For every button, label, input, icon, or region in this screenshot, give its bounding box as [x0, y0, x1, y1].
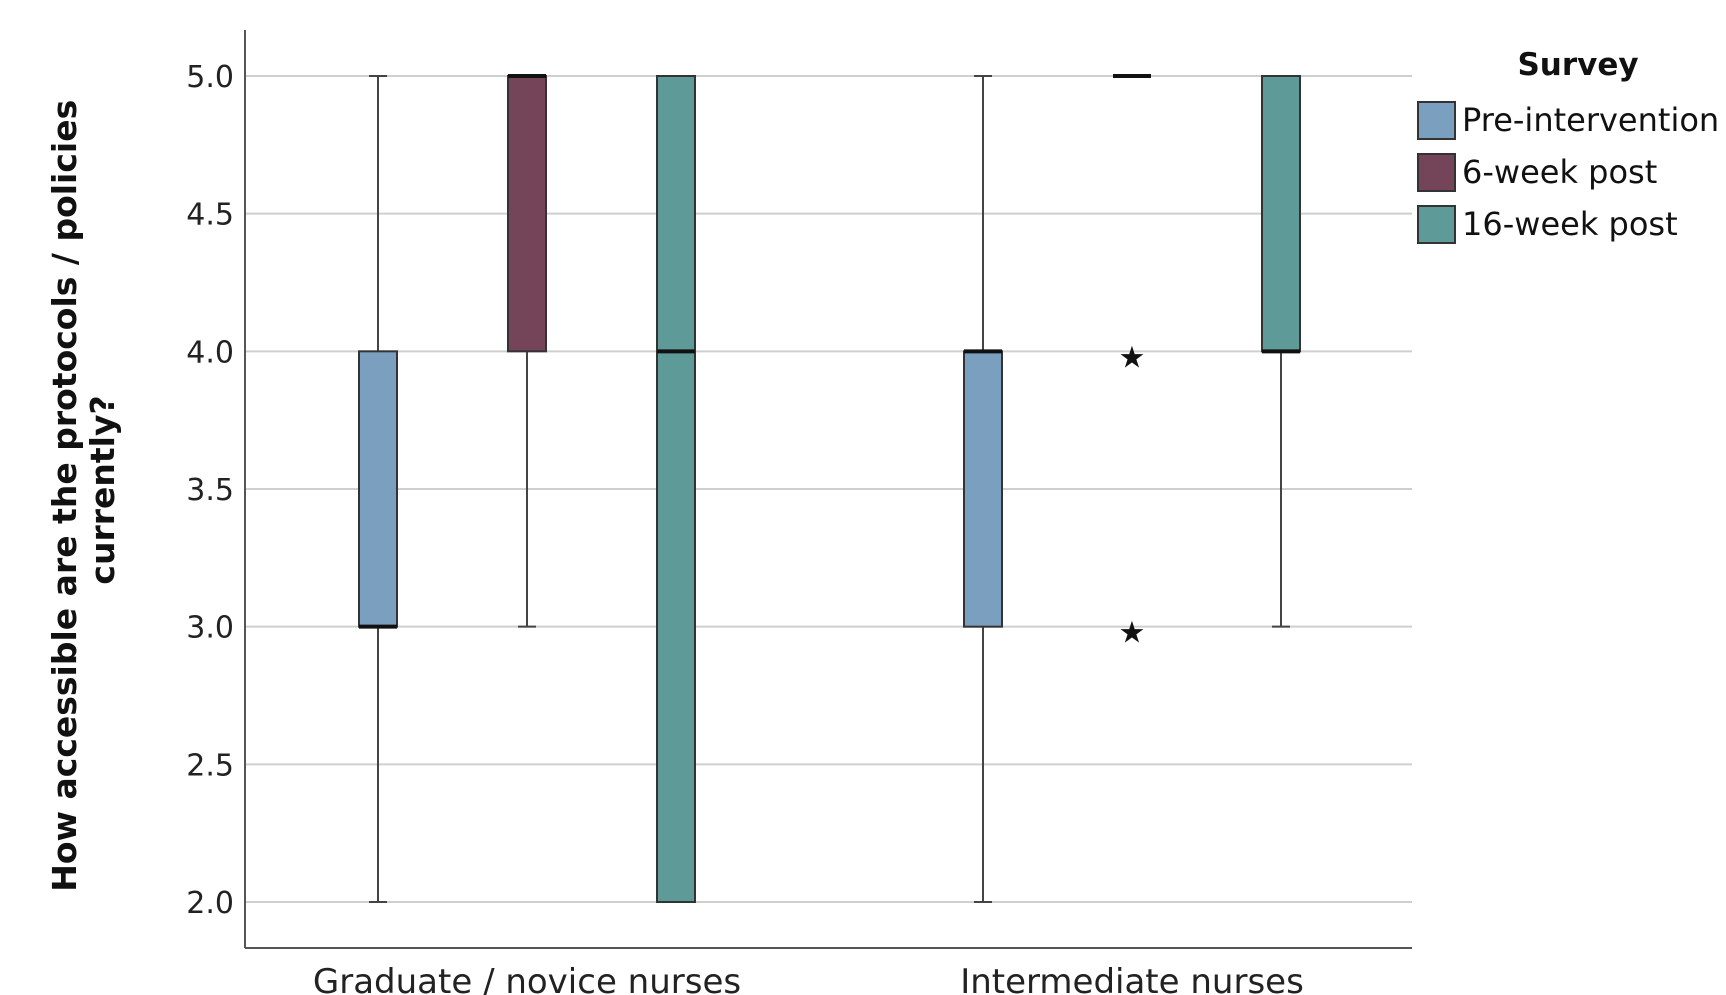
box-1-1: ★★	[1113, 74, 1151, 651]
y-tick-label: 3.5	[186, 473, 234, 508]
outlier-marker: ★	[1119, 340, 1146, 375]
legend-label: 6-week post	[1462, 153, 1657, 191]
legend-swatch	[1417, 205, 1456, 244]
y-tick-label: 5.0	[186, 60, 234, 95]
box-rect	[507, 75, 547, 353]
legend-label: Pre-intervention	[1462, 101, 1719, 139]
box-rect	[963, 350, 1003, 628]
outlier-marker: ★	[1119, 616, 1146, 651]
box-0-0	[358, 75, 398, 903]
legend-title: Survey	[1517, 47, 1638, 83]
box-rect	[358, 350, 398, 628]
box-rect	[1261, 75, 1301, 353]
box-series: ★★	[358, 74, 1301, 903]
y-tick-label: 2.0	[186, 886, 234, 921]
y-tick-label: 3.0	[186, 611, 234, 646]
y-axis-title: How accessible are the protocols / polic…	[45, 88, 122, 892]
box-0-1	[963, 75, 1003, 903]
y-tick-label: 4.5	[186, 198, 234, 233]
legend-label: 16-week post	[1462, 205, 1678, 243]
gridlines	[245, 75, 1412, 903]
legend: Survey Pre-intervention 6-week post 16-wee…	[1417, 47, 1719, 244]
y-tick-label: 2.5	[186, 748, 234, 783]
x-category-label: Graduate / novice nurses	[313, 962, 741, 995]
x-category-label: Intermediate nurses	[960, 962, 1304, 995]
y-axis-title-line-1: How accessible are the protocols / polic…	[45, 100, 84, 892]
box-2-0	[656, 75, 696, 903]
y-tick-label: 4.0	[186, 335, 234, 370]
legend-swatch	[1417, 101, 1456, 140]
y-tick-labels: 2.0 2.5 3.0 3.5 4.0 4.5 5.0	[186, 60, 234, 921]
axes	[244, 30, 1412, 949]
y-axis-title-line-2: currently?	[83, 395, 122, 584]
box-2-1	[1261, 75, 1301, 628]
box-rect	[656, 75, 696, 903]
x-category-labels: Graduate / novice nurses Intermediate nur…	[313, 962, 1304, 995]
box-1-0	[507, 74, 547, 628]
legend-swatch	[1417, 153, 1456, 192]
